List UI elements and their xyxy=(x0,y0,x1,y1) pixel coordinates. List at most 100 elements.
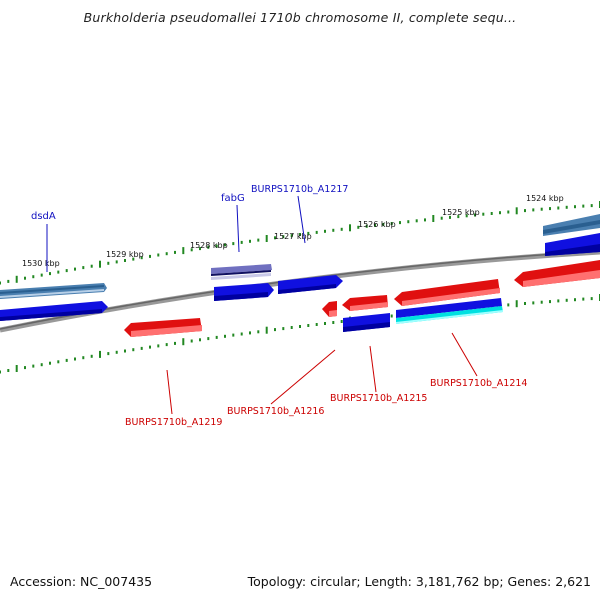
leader-line xyxy=(369,345,377,393)
scale-tick xyxy=(257,330,260,334)
reverse-gene-BURPS1710b_A1216[interactable] xyxy=(322,301,337,317)
scale-tick xyxy=(224,243,226,247)
scale-tick xyxy=(224,334,226,338)
scale-tick xyxy=(332,228,335,232)
forward-gene-right-edge[interactable] xyxy=(543,214,600,256)
gene-label-BURPS1710b_A1219[interactable]: BURPS1710b_A1219 xyxy=(125,417,222,428)
scale-tick xyxy=(99,260,101,268)
reverse-gene-BURPS1710b_A1215[interactable] xyxy=(342,295,388,311)
accession-text: Accession: NC_007435 xyxy=(10,574,153,589)
scale-tick xyxy=(207,245,210,249)
scale-tick xyxy=(574,298,576,302)
scale-tick xyxy=(90,354,93,358)
scale-tick xyxy=(232,242,235,246)
scale-tick xyxy=(190,248,193,252)
scale-tick xyxy=(265,326,268,334)
scale-tick xyxy=(165,252,168,256)
gene-label-BURPS1710b_A1214[interactable]: BURPS1710b_A1214 xyxy=(430,378,527,389)
scale-tick xyxy=(299,233,301,236)
scale-tick xyxy=(82,356,85,360)
scale-tick xyxy=(474,213,476,217)
scale-tick xyxy=(315,230,318,234)
scale-tick xyxy=(274,236,276,240)
scale-tick xyxy=(432,215,435,222)
scale-tick xyxy=(282,235,285,239)
scale-tick xyxy=(424,218,426,222)
scale-tick xyxy=(174,250,176,254)
forward-gene-A1214-pair[interactable] xyxy=(396,298,503,324)
leader-line xyxy=(297,195,306,244)
gene-label-BURPS1710b_A1217[interactable]: BURPS1710b_A1217 xyxy=(251,184,348,195)
scale-tick xyxy=(115,350,118,354)
scale-tick xyxy=(465,214,468,218)
leader-line xyxy=(236,204,240,253)
scale-tick xyxy=(390,314,393,318)
scale-tick xyxy=(132,348,135,352)
scale-tick xyxy=(65,358,68,362)
forward-gene-A1215[interactable] xyxy=(343,313,390,332)
scale-tick xyxy=(149,254,151,258)
scale-tick xyxy=(232,333,235,337)
scale-tick xyxy=(115,260,118,264)
scale-tick xyxy=(215,335,218,339)
scale-tick xyxy=(240,332,243,336)
scale-tick xyxy=(307,324,310,327)
scale-tick xyxy=(307,231,310,235)
scale-tick xyxy=(415,219,418,223)
scale-tick xyxy=(207,337,210,341)
scale-tick xyxy=(507,210,510,214)
kbp-label: 1529 kbp xyxy=(106,250,144,259)
leader-line xyxy=(451,332,478,377)
scale-tick xyxy=(590,297,593,301)
scale-tick xyxy=(382,222,385,226)
scale-tick xyxy=(532,208,535,212)
scale-tick xyxy=(74,357,76,361)
scale-tick xyxy=(557,206,560,210)
reverse-gene-BURPS1710b_A1214[interactable] xyxy=(394,279,500,306)
scale-tick xyxy=(282,327,285,331)
scale-tick xyxy=(107,352,110,356)
scale-tick xyxy=(582,297,585,301)
scale-tick xyxy=(107,261,110,265)
scale-tick xyxy=(449,215,451,219)
scale-tick xyxy=(532,301,535,305)
gene-label-BURPS1710b_A1215[interactable]: BURPS1710b_A1215 xyxy=(330,393,427,404)
scale-tick xyxy=(199,247,201,251)
gene-label-fabG[interactable]: fabG xyxy=(221,193,245,204)
forward-gene-BURPS1710b_A1217[interactable] xyxy=(278,275,343,294)
scale-tick xyxy=(365,224,368,228)
scale-tick xyxy=(299,325,301,328)
scale-tick xyxy=(524,302,526,305)
scale-tick xyxy=(407,220,410,224)
scale-tick xyxy=(7,369,10,372)
forward-gene-dsdA[interactable] xyxy=(0,283,108,321)
scale-tick xyxy=(40,273,43,277)
scale-tick xyxy=(590,204,593,208)
scale-tick xyxy=(540,207,543,211)
scale-tick xyxy=(482,212,485,216)
kbp-label: 1527 kbp xyxy=(274,232,312,241)
topology-text: Topology: circular; Length: 3,181,762 bp… xyxy=(247,574,591,589)
scale-tick xyxy=(157,344,160,348)
scale-tick xyxy=(324,322,326,325)
reverse-gene-right-edge[interactable] xyxy=(514,260,600,287)
scale-tick xyxy=(515,207,518,215)
scale-tick xyxy=(174,341,176,345)
scale-tick xyxy=(315,323,318,326)
scale-tick xyxy=(32,364,35,368)
kbp-label: 1524 kbp xyxy=(526,194,564,203)
scale-tick xyxy=(49,361,51,365)
map-title: Burkholderia pseudomallei 1710b chromoso… xyxy=(83,10,517,25)
gene-label-BURPS1710b_A1216[interactable]: BURPS1710b_A1216 xyxy=(227,406,324,417)
forward-gene-fabG[interactable] xyxy=(211,264,274,301)
gene-label-dsdA[interactable]: dsdA xyxy=(31,211,56,222)
scale-tick xyxy=(249,239,251,243)
reverse-gene-BURPS1710b_A1219[interactable] xyxy=(124,318,202,337)
scale-tick xyxy=(40,363,43,367)
scale-tick xyxy=(515,300,518,308)
kbp-label: 1530 kbp xyxy=(22,259,60,268)
scale-tick xyxy=(24,366,26,370)
kbp-tick-row-upper xyxy=(0,201,600,285)
kbp-label: 1528 kbp xyxy=(190,241,228,250)
